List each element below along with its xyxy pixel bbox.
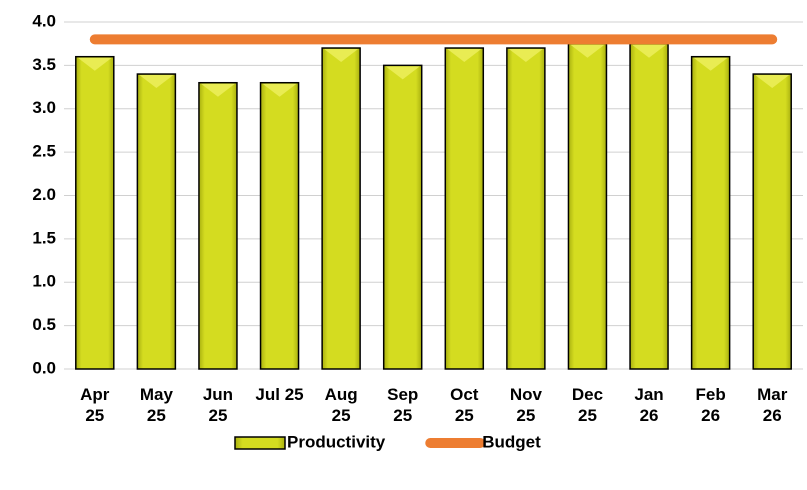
bar-bevel [385,66,420,80]
bar [321,47,361,370]
bar [75,55,115,370]
y-tick-label: 3.5 [32,55,56,74]
bar-bevel [755,75,790,89]
x-tick-label: Mar 26 [757,385,788,425]
bar [629,42,669,370]
bar-bevel [324,49,359,63]
x-tick-label: Nov 25 [509,385,542,425]
bar [198,81,238,370]
y-tick-label: 0.5 [32,315,56,334]
bar [752,73,792,370]
y-tick-label: 0.0 [32,358,56,377]
bar-bevel [632,44,667,58]
bar-bevel [139,75,174,89]
x-tick-label: Jun 25 [202,385,234,425]
bar [567,42,608,370]
bar [382,64,423,370]
x-tick-label: Feb 26 [695,385,726,425]
y-tick-label: 2.5 [32,142,56,161]
x-tick-label: Apr 25 [80,385,110,425]
y-tick-label: 2.0 [32,185,56,204]
x-tick-label: Dec 25 [571,385,604,425]
bar-bevel [447,49,482,63]
bar [444,47,485,370]
x-tick-label: Sep 25 [387,385,419,425]
y-tick-label: 3.0 [32,98,56,117]
legend-swatch [234,436,286,450]
bar-bevel [693,57,728,71]
x-tick-label: Aug 25 [324,385,358,425]
y-tick-label: 1.0 [32,272,56,291]
bar [506,47,546,370]
bar [136,73,177,370]
bar [690,55,731,370]
bar-bevel [200,83,235,97]
y-tick-label: 4.0 [32,11,56,30]
bar-bevel [77,57,112,71]
bar-bevel [570,44,605,58]
bar [259,81,300,370]
y-tick-label: 1.5 [32,228,56,247]
x-tick-label: Jan 26 [634,385,664,425]
legend-label: Productivity [287,432,386,451]
x-tick-label: Jul 25 [255,385,304,404]
x-tick-label: May 25 [139,385,173,425]
legend-label: Budget [482,432,541,451]
x-tick-label: Oct 25 [450,385,479,425]
bar-bevel [508,49,543,63]
bar-bevel [262,83,297,97]
